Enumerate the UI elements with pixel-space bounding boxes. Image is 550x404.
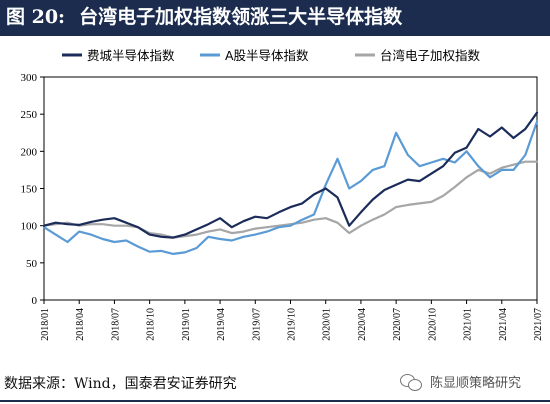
figure-label: 图 20: [6,6,66,28]
series-line [42,111,539,239]
y-tick-label: 150 [21,184,38,196]
x-tick-label: 2018/07 [110,308,121,341]
y-tick-label: 200 [21,146,38,158]
line-chart: 0 50 100 150 200 250 300 2018/01 2018/04 2018/07 2… [21,48,545,341]
bottom-rule [0,400,550,402]
x-tick-label: 2020/01 [322,308,333,341]
x-tick-label: 2019/07 [251,308,262,341]
x-tick-label: 2021/07 [533,308,544,341]
watermark: 陈显顺策略研究 [400,372,521,391]
y-tick-label: 250 [21,109,38,121]
plot-frame [43,76,538,301]
data-source: 数据来源：Wind，国泰君安证券研究 [4,376,237,392]
x-tick-label: 2021/04 [498,308,509,341]
figure-title: 台湾电子加权指数领涨三大半导体指数 [79,6,403,28]
x-tick-label: 2020/10 [427,308,438,341]
legend-label: 台湾电子加权指数 [380,48,481,63]
legend-label: A股半导体指数 [225,48,309,63]
x-tick-label: 2020/04 [357,308,368,341]
x-tick-label: 2019/01 [181,308,192,341]
y-tick-label: 100 [21,221,38,233]
legend-label: 费城半导体指数 [87,48,175,63]
x-tick-label: 2019/04 [216,308,227,341]
x-tick-label: 2020/07 [392,308,403,341]
title-rule [0,34,550,36]
series-line [42,160,539,239]
figure-title-bar: 图 20: 台湾电子加权指数领涨三大半导体指数 [0,0,550,34]
x-tick-label: 2021/01 [463,308,474,341]
x-tick-label: 2018/10 [146,308,157,341]
series-line [42,120,539,255]
y-tick-label: 0 [32,295,38,307]
y-tick-label: 300 [21,72,38,84]
x-tick-label: 2019/10 [287,308,298,341]
x-tick-label: 2018/01 [40,308,51,341]
wechat-icon [400,373,424,391]
y-tick-label: 50 [26,258,38,270]
x-tick-label: 2018/04 [75,308,86,341]
watermark-text: 陈显顺策略研究 [430,376,522,391]
